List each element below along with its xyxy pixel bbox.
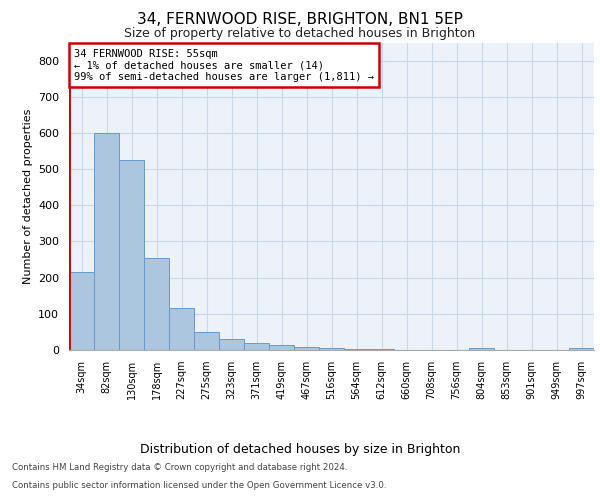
Bar [169, 308, 194, 350]
Bar [344, 349, 369, 350]
Text: Contains public sector information licensed under the Open Government Licence v3: Contains public sector information licen… [12, 481, 386, 490]
Bar [69, 272, 94, 350]
Y-axis label: Number of detached properties: Number of detached properties [23, 108, 32, 284]
Text: Distribution of detached houses by size in Brighton: Distribution of detached houses by size … [140, 442, 460, 456]
Bar [244, 343, 269, 350]
Bar [119, 160, 144, 350]
Bar [144, 258, 169, 350]
Bar [94, 133, 119, 350]
Text: 34 FERNWOOD RISE: 55sqm
← 1% of detached houses are smaller (14)
99% of semi-det: 34 FERNWOOD RISE: 55sqm ← 1% of detached… [74, 48, 374, 82]
Bar [469, 348, 494, 350]
Bar [294, 348, 319, 350]
Bar [569, 348, 594, 350]
Text: 34, FERNWOOD RISE, BRIGHTON, BN1 5EP: 34, FERNWOOD RISE, BRIGHTON, BN1 5EP [137, 12, 463, 28]
Bar [269, 344, 294, 350]
Bar [319, 348, 344, 350]
Text: Contains HM Land Registry data © Crown copyright and database right 2024.: Contains HM Land Registry data © Crown c… [12, 464, 347, 472]
Bar [194, 332, 219, 350]
Text: Size of property relative to detached houses in Brighton: Size of property relative to detached ho… [124, 28, 476, 40]
Bar [219, 339, 244, 350]
